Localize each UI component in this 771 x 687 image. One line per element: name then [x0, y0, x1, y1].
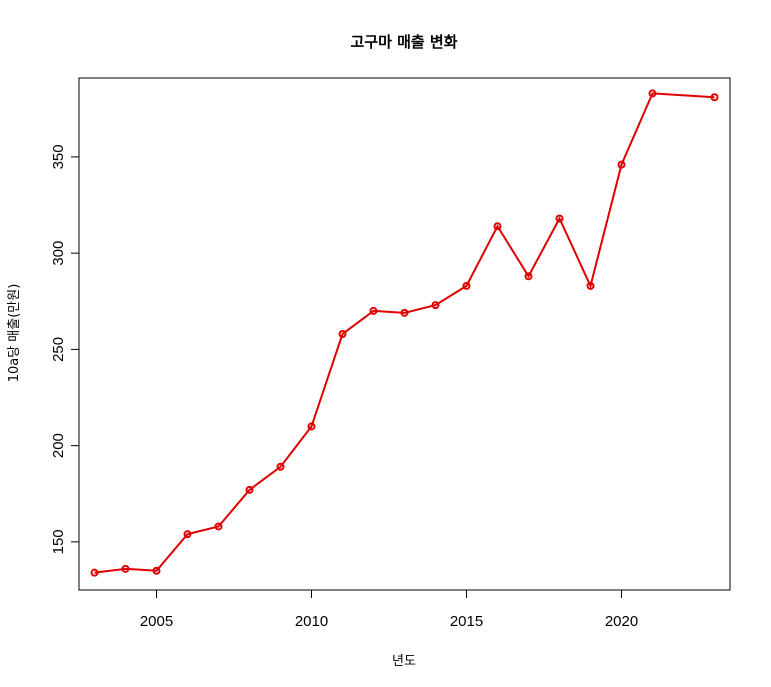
chart-title: 고구마 매출 변화 — [350, 33, 457, 51]
data-point — [90, 568, 99, 577]
data-point — [338, 330, 347, 338]
data-point — [276, 462, 285, 471]
y-axis-label: 10a당 매출(만원) — [7, 284, 22, 383]
data-point — [152, 566, 161, 575]
data-point — [586, 281, 595, 290]
x-tick-label: 2010 — [295, 613, 328, 630]
data-point — [400, 308, 409, 317]
y-tick-label: 200 — [50, 433, 67, 458]
x-tick-label: 2015 — [450, 613, 483, 630]
data-point — [493, 222, 502, 231]
data-point — [648, 89, 657, 98]
y-tick-label: 300 — [50, 241, 67, 266]
data-point — [710, 93, 719, 102]
x-tick-label: 2005 — [140, 613, 173, 630]
y-tick-label: 250 — [50, 337, 67, 362]
x-tick-label: 2020 — [605, 613, 638, 630]
data-point — [524, 272, 533, 281]
data-point — [183, 530, 192, 539]
series-line — [94, 92, 715, 574]
data-point — [245, 485, 254, 494]
data-point — [121, 564, 130, 573]
data-point — [617, 160, 626, 169]
data-point — [307, 422, 316, 431]
data-points — [90, 89, 719, 577]
y-tick-label: 350 — [50, 144, 67, 169]
y-axis: 150 200 250 300 350 — [50, 144, 79, 554]
data-point — [214, 522, 223, 531]
data-point — [431, 301, 440, 310]
data-point — [369, 306, 378, 315]
data-point — [462, 281, 471, 290]
y-tick-label: 150 — [50, 529, 67, 554]
data-point — [555, 214, 564, 223]
x-axis: 2005 2010 2015 2020 — [140, 590, 638, 630]
x-axis-label: 년도 — [392, 654, 416, 669]
plot-frame — [78, 77, 731, 591]
